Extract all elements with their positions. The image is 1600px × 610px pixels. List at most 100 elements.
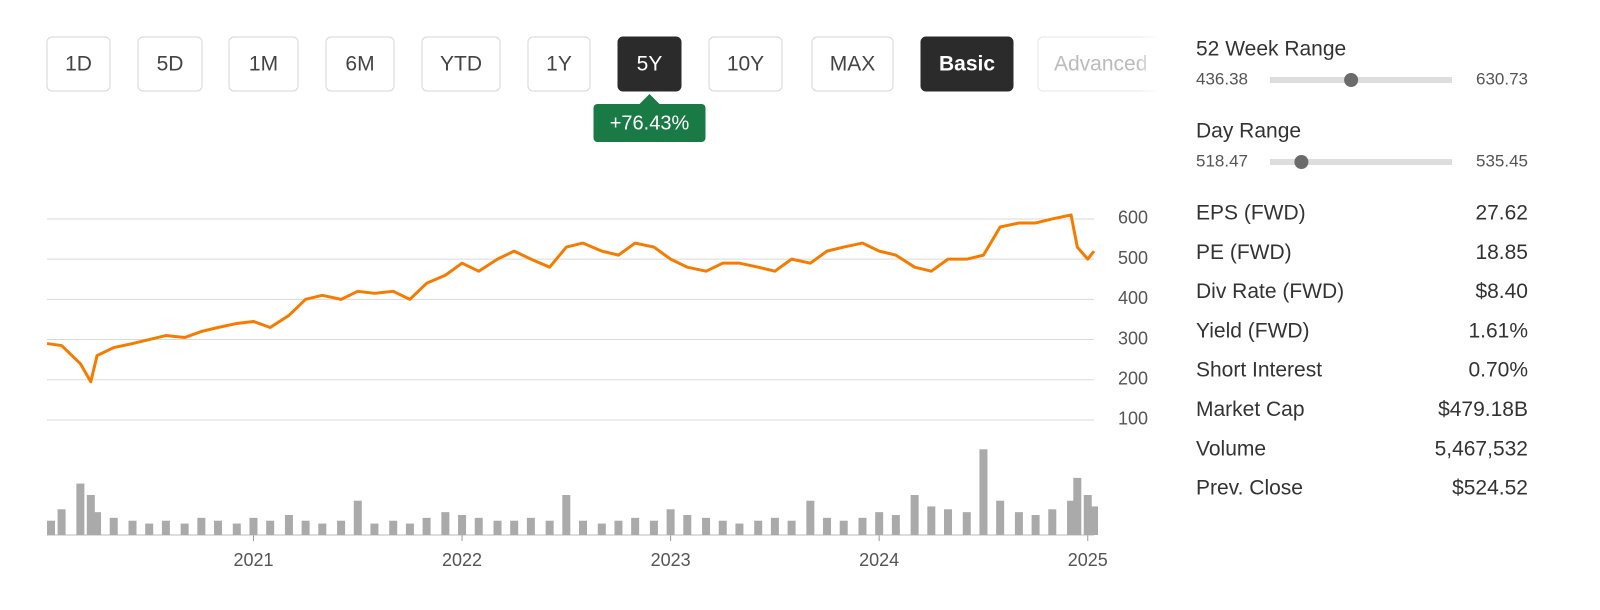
period-button[interactable] xyxy=(137,36,203,92)
range-track xyxy=(1270,77,1452,83)
period-button[interactable] xyxy=(617,36,682,92)
volume-bar xyxy=(787,520,796,535)
volume-bar xyxy=(422,517,431,535)
range-low: 518.47 xyxy=(1196,151,1248,170)
period-button[interactable] xyxy=(228,36,299,92)
range-marker xyxy=(1294,155,1309,169)
stat-value: $524.52 xyxy=(1452,477,1528,500)
volume-bar xyxy=(284,515,293,535)
volume-bar xyxy=(1014,512,1023,535)
volume-bar xyxy=(180,523,189,535)
period-label: MAX xyxy=(830,53,876,76)
period-button[interactable] xyxy=(421,36,501,92)
volume-bar xyxy=(441,512,450,535)
x-tick-label: 2021 xyxy=(233,550,273,570)
volume-bar xyxy=(474,517,483,535)
volume-bar xyxy=(510,520,519,535)
volume-bar xyxy=(962,512,971,535)
mode-label: Basic xyxy=(939,53,995,76)
y-tick-label: 400 xyxy=(1118,288,1148,308)
volume-bar xyxy=(979,449,988,535)
x-tick-label: 2022 xyxy=(442,550,482,570)
volume-bar xyxy=(858,517,867,535)
x-tick-label: 2025 xyxy=(1068,550,1108,570)
y-tick-label: 300 xyxy=(1118,328,1148,348)
stat-value: 18.85 xyxy=(1475,241,1528,264)
period-label: 1M xyxy=(249,53,278,76)
volume-bar xyxy=(1067,500,1076,535)
volume-bar xyxy=(47,520,55,535)
volume-bar xyxy=(683,515,692,535)
volume-bar xyxy=(649,520,658,535)
stat-label: PE (FWD) xyxy=(1196,241,1292,264)
stat-label: Yield (FWD) xyxy=(1196,319,1310,342)
volume-bar xyxy=(666,509,675,535)
volume-bar xyxy=(249,517,258,535)
period-label: 6M xyxy=(345,53,374,76)
volume-bar xyxy=(806,500,815,535)
stat-value: 27.62 xyxy=(1475,202,1528,225)
period-label: 1Y xyxy=(546,53,572,76)
volume-bar xyxy=(145,523,154,535)
y-tick-label: 100 xyxy=(1118,409,1148,429)
change-badge xyxy=(639,94,660,104)
volume-bar xyxy=(597,523,606,535)
period-button[interactable] xyxy=(811,36,894,92)
period-label: 1D xyxy=(65,53,92,76)
mode-button[interactable] xyxy=(920,36,1014,92)
stat-label: Short Interest xyxy=(1196,359,1322,382)
volume-bar xyxy=(232,523,241,535)
volume-bar xyxy=(996,500,1005,535)
stat-label: EPS (FWD) xyxy=(1196,202,1306,225)
volume-bar xyxy=(944,509,953,535)
volume-bar xyxy=(1073,477,1082,535)
stat-value: 1.61% xyxy=(1468,319,1528,342)
volume-bar xyxy=(458,515,467,535)
volume-bar xyxy=(128,520,137,535)
volume-bar xyxy=(266,520,275,535)
volume-bar xyxy=(614,520,623,535)
volume-bar xyxy=(735,523,744,535)
volume-bar xyxy=(823,517,832,535)
volume-bar xyxy=(318,523,327,535)
range-high: 535.45 xyxy=(1476,151,1528,170)
volume-bar xyxy=(702,517,711,535)
stat-value: $8.40 xyxy=(1475,280,1528,303)
period-label: 10Y xyxy=(727,53,764,76)
volume-bar xyxy=(93,512,102,535)
volume-bar xyxy=(1031,515,1040,535)
volume-bar xyxy=(197,517,206,535)
volume-bar xyxy=(526,517,535,535)
period-button[interactable] xyxy=(527,36,591,92)
price-line xyxy=(46,213,1096,384)
range-track xyxy=(1270,159,1452,165)
period-label: 5Y xyxy=(637,53,663,76)
range-title: Day Range xyxy=(1196,120,1301,143)
change-badge xyxy=(593,104,706,142)
x-tick-label: 2024 xyxy=(859,550,899,570)
volume-bar xyxy=(161,520,170,535)
range-marker xyxy=(1344,73,1359,87)
volume-bar xyxy=(545,520,554,535)
volume-bar xyxy=(754,520,763,535)
volume-bar xyxy=(1048,509,1057,535)
stat-value: 0.70% xyxy=(1468,359,1528,382)
range-high: 630.73 xyxy=(1476,69,1528,88)
volume-bar xyxy=(579,520,588,535)
period-button[interactable] xyxy=(325,36,395,92)
volume-bar xyxy=(927,506,936,535)
fade xyxy=(1100,30,1160,100)
stat-label: Div Rate (FWD) xyxy=(1196,280,1344,303)
period-label: YTD xyxy=(440,53,482,76)
range-title: 52 Week Range xyxy=(1196,38,1346,61)
volume-bar xyxy=(493,520,502,535)
period-button[interactable] xyxy=(46,36,111,92)
y-tick-label: 600 xyxy=(1118,208,1148,228)
volume-bar xyxy=(770,517,779,535)
volume-bar xyxy=(353,500,362,535)
y-tick-label: 200 xyxy=(1118,368,1148,388)
period-button[interactable] xyxy=(708,36,783,92)
volume-bar xyxy=(301,520,310,535)
